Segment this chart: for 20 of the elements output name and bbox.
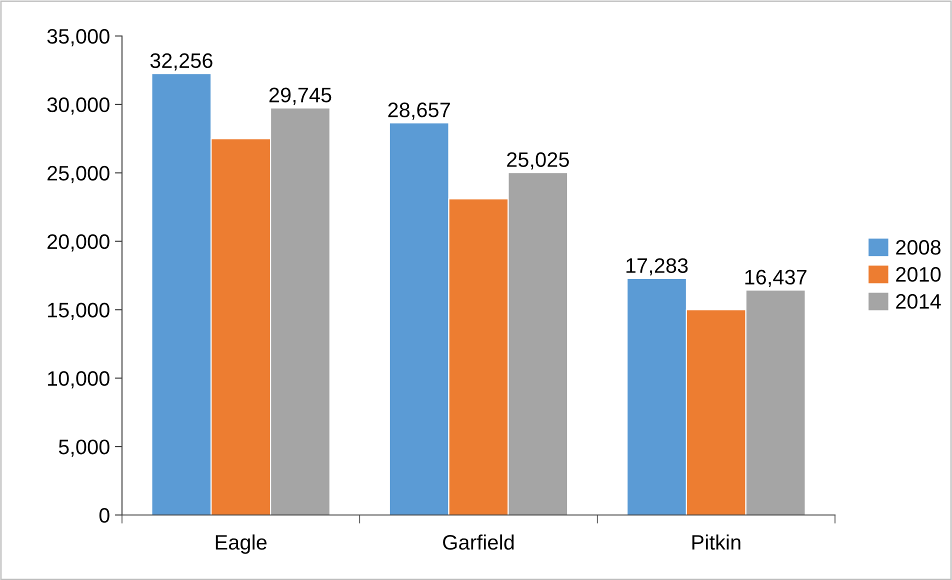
y-tick-label: 15,000: [48, 302, 110, 320]
y-tick-label: 10,000: [48, 371, 110, 388]
x-tick-label: Pitkin: [692, 534, 740, 550]
data-label: 32,256: [150, 53, 212, 71]
y-tick-label: 0: [99, 508, 110, 523]
y-tick-label: 35,000: [47, 29, 110, 46]
x-tick-label: Garfield: [443, 534, 514, 550]
legend-label: 2010: [896, 267, 941, 282]
legend-label: 2014: [896, 294, 941, 309]
data-label: 17,283: [626, 258, 688, 276]
data-label: 25,025: [507, 152, 569, 170]
data-label: 29,745: [269, 88, 332, 105]
y-tick-label: 30,000: [47, 97, 110, 115]
legend-label: 2008: [896, 240, 941, 255]
y-tick-label: 20,000: [48, 234, 110, 252]
y-tick-label: 25,000: [48, 166, 110, 184]
x-tick-label: Eagle: [216, 534, 267, 554]
data-label: 16,437: [745, 270, 806, 287]
data-label: 28,657: [388, 102, 450, 120]
y-tick-label: 5,000: [58, 440, 110, 457]
